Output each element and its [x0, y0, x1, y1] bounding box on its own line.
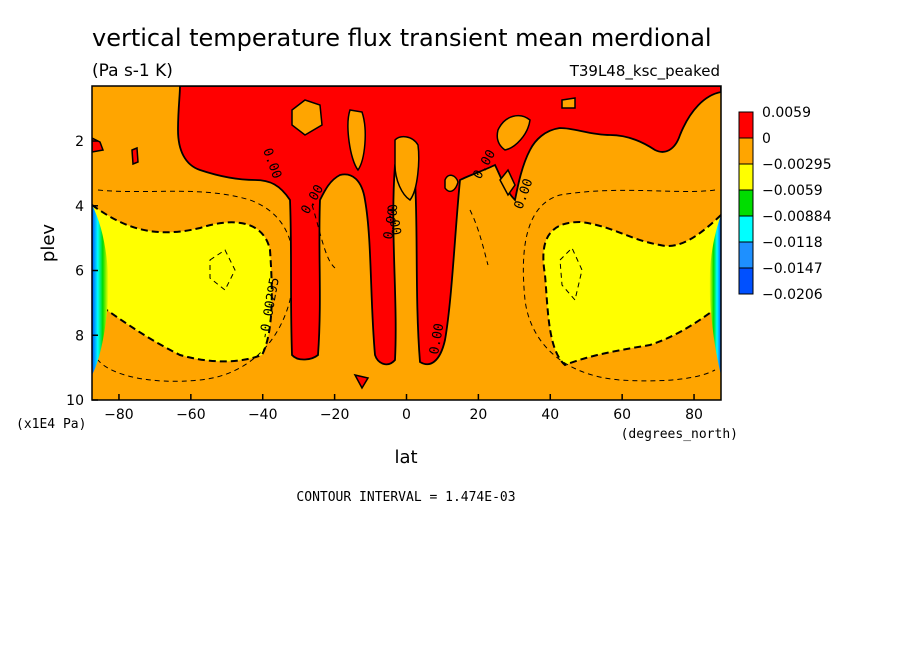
contour-line-left-outer [97, 189, 295, 382]
y-tick-label: 4 [75, 199, 84, 215]
hole-3 [394, 135, 420, 201]
positive-patch-small [131, 146, 139, 166]
cold-edge-left [92, 205, 109, 375]
positive-region-main [177, 86, 721, 366]
contour-line-right-outer [522, 189, 716, 382]
chart-title: vertical temperature flux transient mean… [92, 24, 712, 52]
y-axis-units: (x1E4 Pa) [16, 417, 86, 432]
x-tick-label: 80 [685, 407, 703, 423]
dataset-label: T39L48_ksc_peaked [569, 62, 720, 81]
x-axis-units: (degrees_north) [621, 427, 738, 442]
colorbar-label: −0.0206 [762, 287, 823, 303]
y-tick-label: 8 [75, 328, 84, 344]
hole-4 [444, 174, 459, 193]
x-tick-label: 40 [541, 407, 559, 423]
negative-region-right [542, 213, 721, 367]
x-tick-label: 20 [469, 407, 487, 423]
x-tick-label: −80 [104, 407, 134, 423]
colorbar-label: −0.0118 [762, 235, 823, 251]
x-tick-label: −40 [248, 407, 278, 423]
units-label: (Pa s-1 K) [92, 61, 173, 81]
hole-6 [499, 168, 516, 197]
contour-line-left-inner [209, 249, 236, 291]
y-axis: 2 4 6 8 10 [66, 134, 98, 409]
contour-line-mid-2 [469, 209, 489, 266]
x-tick-label: −60 [176, 407, 206, 423]
contour-label-3: 0.00 [383, 203, 403, 236]
colorbar-swatch [738, 163, 754, 191]
positive-patch-bottom [353, 373, 370, 390]
x-tick-label: 60 [613, 407, 631, 423]
colorbar-label: 0.0059 [762, 105, 811, 121]
x-tick-label: −20 [320, 407, 350, 423]
colorbar-label: −0.0059 [762, 183, 823, 199]
colorbar-swatch [738, 111, 754, 139]
hole-7 [561, 97, 576, 109]
colorbar-swatch [738, 215, 754, 243]
y-tick-label: 6 [75, 264, 84, 280]
colorbar-swatch [738, 267, 754, 295]
x-axis-label: lat [394, 447, 417, 468]
y-axis-label: plev [38, 224, 59, 263]
colorbar-label: 0 [762, 131, 771, 147]
colorbar-label: −0.0147 [762, 261, 823, 277]
colorbar-swatch [738, 241, 754, 269]
contour-label-7: 0.00 [381, 207, 401, 240]
contour-label-6: 0.00 [427, 322, 447, 355]
y-tick-label: 10 [66, 393, 84, 409]
colorbar-swatch [738, 137, 754, 165]
x-axis: −80 −60 −40 −20 0 20 40 60 80 [104, 394, 703, 423]
hole-1 [291, 99, 323, 136]
y-tick-label: 2 [75, 134, 84, 150]
contour-line-right-inner [559, 247, 583, 302]
colorbar: 0.0059 0 −0.00295 −0.0059 −0.00884 −0.0118 −0.… [738, 105, 832, 303]
contour-interval-note: CONTOUR INTERVAL = 1.474E-03 [296, 490, 515, 505]
negative-region-left [92, 203, 273, 363]
cold-edge-right [709, 215, 721, 375]
contour-line-mid-1 [311, 204, 336, 269]
colorbar-label: −0.00884 [762, 209, 832, 225]
colorbar-label: −0.00295 [762, 157, 832, 173]
x-tick-label: 0 [402, 407, 411, 423]
colorbar-swatch [738, 189, 754, 217]
plot-area [92, 86, 721, 400]
hole-2 [347, 109, 366, 172]
hole-5 [496, 114, 531, 151]
